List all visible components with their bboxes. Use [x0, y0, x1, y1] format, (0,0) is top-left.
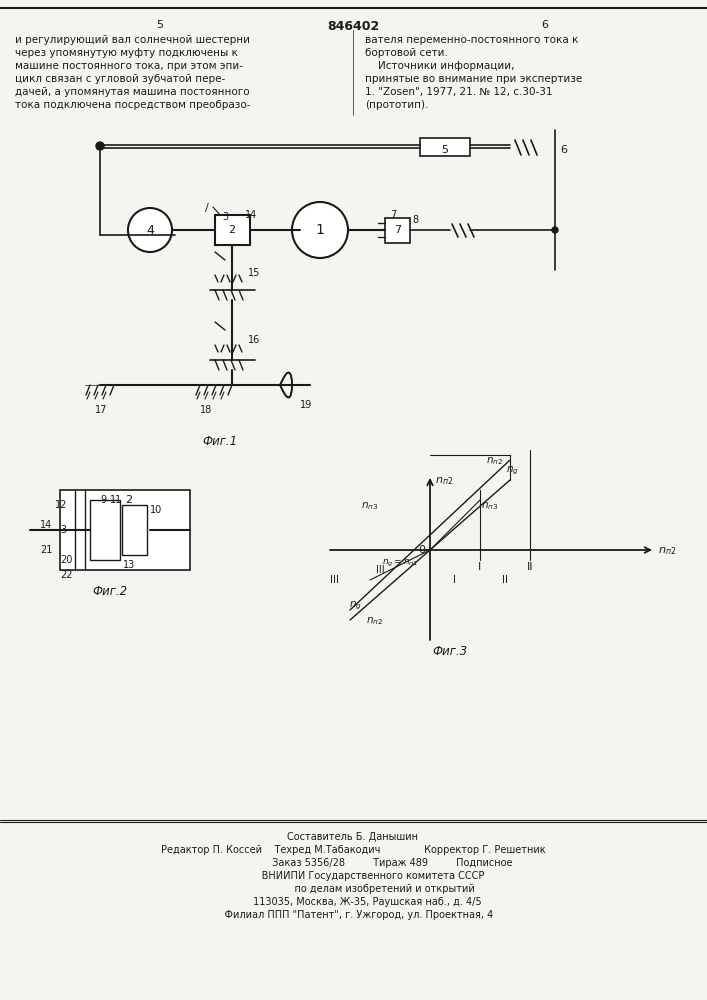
Text: $n_{п2}$: $n_{п2}$	[486, 455, 503, 467]
Text: I: I	[479, 562, 481, 572]
Text: 113035, Москва, Ж-35, Раушская наб., д. 4/5: 113035, Москва, Ж-35, Раушская наб., д. …	[225, 897, 481, 907]
Text: 16: 16	[248, 335, 260, 345]
Text: тока подключена посредством преобразо-: тока подключена посредством преобразо-	[15, 100, 250, 110]
Text: 9: 9	[100, 495, 106, 505]
Text: $n_{п3}$: $n_{п3}$	[481, 500, 498, 512]
Text: III: III	[330, 575, 339, 585]
Text: 10: 10	[150, 505, 162, 515]
Text: Источники информации,: Источники информации,	[365, 61, 515, 71]
Text: $n_{g}$: $n_{g}$	[349, 600, 361, 612]
Text: 20: 20	[60, 555, 72, 565]
Text: 0: 0	[419, 545, 426, 555]
Text: 13: 13	[123, 560, 135, 570]
Text: $n_g{=}n_{п1}$: $n_g{=}n_{п1}$	[382, 558, 418, 569]
Text: машине постоянного тока, при этом эпи-: машине постоянного тока, при этом эпи-	[15, 61, 243, 71]
Text: II: II	[502, 575, 508, 585]
Text: 4: 4	[146, 224, 154, 236]
Text: и регулирующий вал солнечной шестерни: и регулирующий вал солнечной шестерни	[15, 35, 250, 45]
Text: 19: 19	[300, 400, 312, 410]
Text: цикл связан с угловой зубчатой пере-: цикл связан с угловой зубчатой пере-	[15, 74, 226, 84]
Text: $n_{п2}$: $n_{п2}$	[435, 475, 453, 487]
Text: $n_{п2}$: $n_{п2}$	[658, 545, 677, 557]
Text: Филиал ППП "Патент", г. Ужгород, ул. Проектная, 4: Филиал ППП "Патент", г. Ужгород, ул. Про…	[212, 910, 493, 920]
Text: 7: 7	[390, 210, 396, 220]
Text: Фиг.2: Фиг.2	[93, 585, 127, 598]
Text: 1. "Zosen", 1977, 21. № 12, с.30-31: 1. "Zosen", 1977, 21. № 12, с.30-31	[365, 87, 552, 97]
Text: Составитель Б. Данышин: Составитель Б. Данышин	[288, 832, 419, 842]
Text: 8: 8	[412, 215, 418, 225]
Circle shape	[96, 142, 104, 150]
Text: принятые во внимание при экспертизе: принятые во внимание при экспертизе	[365, 74, 583, 84]
Text: /: /	[205, 203, 209, 213]
Text: $n_{g}$: $n_{g}$	[506, 465, 518, 477]
Text: 6: 6	[560, 145, 567, 155]
Text: 12: 12	[55, 500, 67, 510]
Text: 5: 5	[441, 145, 448, 155]
Text: 18: 18	[200, 405, 212, 415]
Bar	[215, 215, 250, 245]
Text: дачей, а упомянутая машина постоянного: дачей, а упомянутая машина постоянного	[15, 87, 250, 97]
Text: 6: 6	[542, 20, 549, 30]
Text: 17: 17	[95, 405, 107, 415]
Text: 846402: 846402	[327, 20, 379, 33]
Text: 7: 7	[395, 225, 402, 235]
Text: 3: 3	[222, 212, 228, 222]
Circle shape	[128, 208, 172, 252]
Text: 22: 22	[60, 570, 73, 580]
Text: 21: 21	[40, 545, 52, 555]
Text: Фиг.1: Фиг.1	[202, 435, 238, 448]
Text: по делам изобретений и открытий: по делам изобретений и открытий	[232, 884, 474, 894]
Text: Фиг.3: Фиг.3	[433, 645, 467, 658]
Bar	[385, 218, 410, 243]
Bar	[420, 138, 470, 156]
Text: $n_{п2}$: $n_{п2}$	[366, 615, 384, 627]
Text: ВНИИПИ Государственного комитета СССР: ВНИИПИ Государственного комитета СССР	[221, 871, 485, 881]
Text: 11: 11	[110, 495, 122, 505]
Bar	[90, 500, 120, 560]
Text: 14: 14	[245, 210, 257, 220]
Bar	[122, 505, 147, 555]
Text: I: I	[453, 575, 457, 585]
Text: через упомянутую муфту подключены к: через упомянутую муфту подключены к	[15, 48, 238, 58]
Bar	[60, 490, 190, 570]
Text: 3: 3	[60, 525, 66, 535]
Text: 2: 2	[125, 495, 132, 505]
Text: Заказ 5356/28         Тираж 489         Подписное: Заказ 5356/28 Тираж 489 Подписное	[194, 858, 513, 868]
Circle shape	[292, 202, 348, 258]
Text: (прототип).: (прототип).	[365, 100, 428, 110]
Text: бортовой сети.: бортовой сети.	[365, 48, 448, 58]
Text: Редактор П. Коссей    Техред М.Табакодич              Корректор Г. Решетник: Редактор П. Коссей Техред М.Табакодич Ко…	[160, 845, 545, 855]
Circle shape	[552, 227, 558, 233]
Text: 14: 14	[40, 520, 52, 530]
Text: вателя переменно-постоянного тока к: вателя переменно-постоянного тока к	[365, 35, 578, 45]
Text: 5: 5	[156, 20, 163, 30]
Text: 1: 1	[315, 223, 325, 237]
Text: 15: 15	[248, 268, 260, 278]
Text: III: III	[375, 565, 385, 575]
Text: II: II	[527, 562, 533, 572]
Text: $n_{п3}$: $n_{п3}$	[361, 500, 379, 512]
Text: 2: 2	[228, 225, 235, 235]
